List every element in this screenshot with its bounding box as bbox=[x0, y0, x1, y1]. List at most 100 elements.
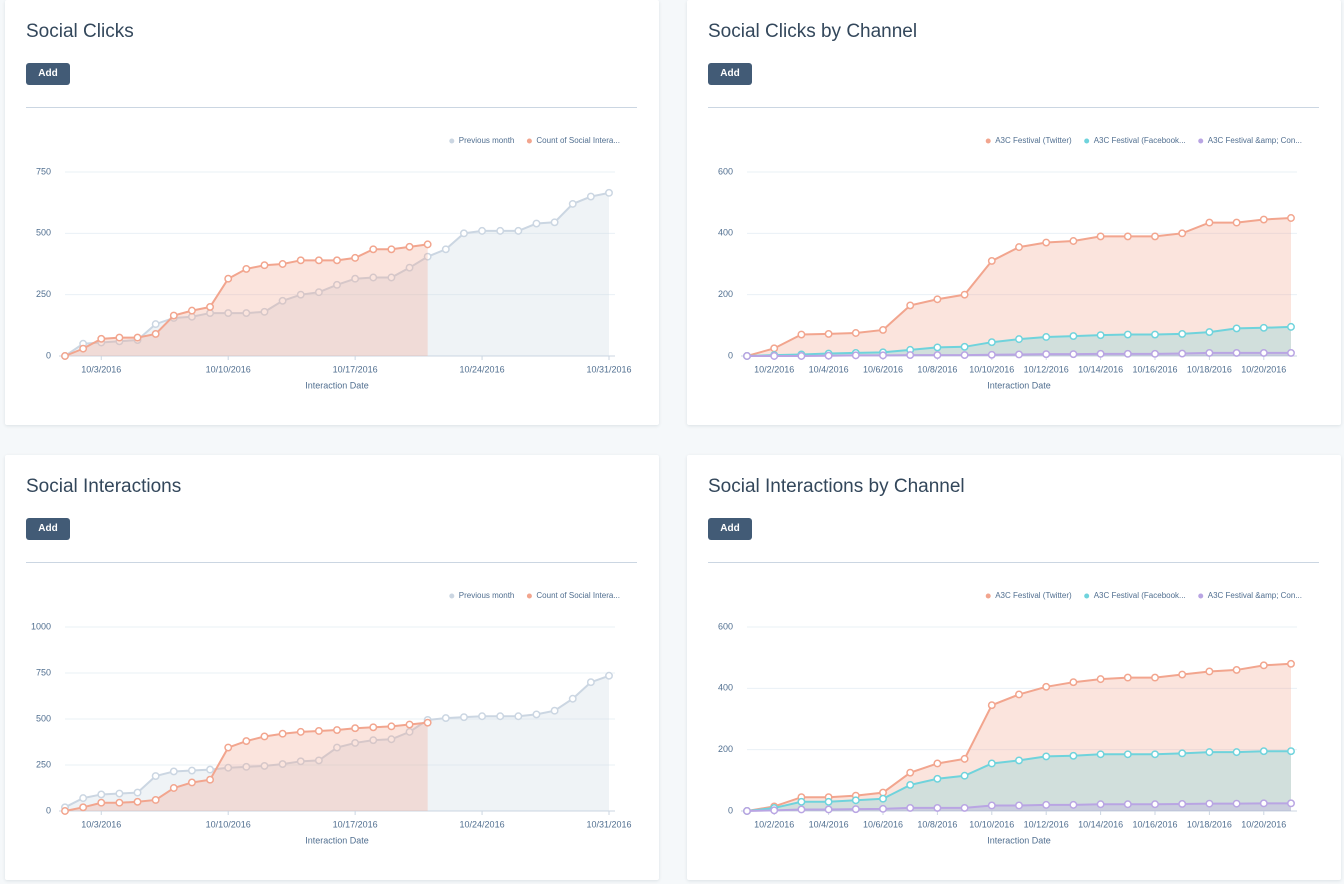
data-point bbox=[242, 762, 251, 771]
add-button[interactable]: Add bbox=[26, 63, 70, 85]
x-tick-label: 10/2/2016 bbox=[754, 819, 794, 829]
data-point bbox=[151, 772, 160, 780]
data-point bbox=[333, 726, 341, 734]
data-point bbox=[79, 794, 88, 803]
data-point bbox=[987, 701, 996, 710]
data-point bbox=[1151, 673, 1159, 682]
data-point bbox=[824, 797, 833, 806]
card-title: Social Interactions by Channel bbox=[708, 476, 965, 497]
series-area bbox=[747, 751, 1291, 811]
data-point bbox=[387, 735, 396, 744]
data-point bbox=[1123, 750, 1132, 759]
data-point bbox=[1178, 749, 1187, 758]
y-tick-label: 750 bbox=[36, 667, 51, 677]
data-point bbox=[224, 309, 233, 318]
y-tick-label: 750 bbox=[36, 166, 51, 176]
data-point bbox=[423, 252, 432, 261]
data-point bbox=[351, 738, 360, 747]
y-tick-label: 0 bbox=[46, 350, 51, 360]
data-point bbox=[496, 712, 505, 721]
data-point bbox=[351, 724, 360, 733]
data-point bbox=[1069, 800, 1078, 809]
data-point bbox=[960, 771, 969, 780]
data-point bbox=[933, 351, 942, 360]
x-tick-label: 10/14/2016 bbox=[1078, 364, 1123, 374]
legend-swatch bbox=[985, 138, 991, 144]
data-point bbox=[369, 736, 378, 745]
data-point bbox=[1015, 350, 1023, 359]
data-point bbox=[496, 226, 505, 235]
data-point bbox=[351, 253, 360, 262]
data-point bbox=[1287, 322, 1295, 331]
data-point bbox=[586, 192, 595, 201]
data-point bbox=[1069, 237, 1078, 245]
card-title: Social Interactions bbox=[26, 476, 182, 497]
legend-swatch bbox=[985, 593, 991, 599]
data-point bbox=[1123, 673, 1132, 682]
data-point bbox=[296, 727, 305, 736]
data-point bbox=[1096, 750, 1105, 759]
data-point bbox=[1042, 682, 1051, 691]
legend-swatch bbox=[1084, 593, 1090, 599]
data-point bbox=[933, 759, 942, 768]
data-point bbox=[224, 763, 233, 772]
data-point bbox=[987, 801, 996, 810]
data-point bbox=[1259, 323, 1268, 332]
data-point bbox=[423, 240, 432, 249]
data-point bbox=[987, 350, 996, 359]
legend-swatch bbox=[449, 593, 455, 599]
data-point bbox=[960, 290, 969, 299]
add-button[interactable]: Add bbox=[708, 518, 752, 540]
data-point bbox=[133, 333, 142, 342]
data-point bbox=[1096, 331, 1105, 340]
data-point bbox=[987, 256, 996, 265]
data-point bbox=[369, 723, 378, 732]
chart-card: Social Clicks Add 0 250 500 750 10/3/2016 10/… bbox=[5, 0, 659, 425]
data-point bbox=[1096, 675, 1105, 684]
data-point bbox=[314, 288, 323, 297]
data-point bbox=[115, 798, 124, 807]
y-tick-label: 1000 bbox=[31, 621, 51, 631]
data-point bbox=[1042, 752, 1051, 761]
data-point bbox=[1015, 335, 1023, 344]
data-point bbox=[115, 789, 124, 798]
x-tick-label: 10/4/2016 bbox=[809, 819, 849, 829]
data-point bbox=[478, 226, 487, 235]
legend-swatch bbox=[526, 593, 532, 599]
data-point bbox=[423, 718, 432, 727]
data-point bbox=[743, 352, 751, 360]
data-point bbox=[314, 727, 323, 735]
add-button[interactable]: Add bbox=[26, 518, 70, 540]
y-tick-label: 0 bbox=[728, 805, 733, 815]
data-point bbox=[1123, 349, 1132, 358]
x-tick-label: 10/17/2016 bbox=[333, 819, 378, 829]
separator bbox=[26, 107, 637, 108]
x-tick-label: 10/17/2016 bbox=[333, 364, 378, 374]
data-point bbox=[532, 219, 541, 228]
data-point bbox=[333, 256, 341, 265]
data-point bbox=[1205, 748, 1214, 757]
data-point bbox=[1151, 232, 1159, 241]
data-point bbox=[278, 296, 287, 305]
add-button[interactable]: Add bbox=[708, 63, 752, 85]
data-point bbox=[1015, 690, 1023, 699]
data-point bbox=[1232, 799, 1241, 808]
data-point bbox=[1042, 333, 1051, 341]
data-point bbox=[933, 295, 942, 304]
data-point bbox=[1232, 218, 1241, 227]
data-point bbox=[770, 344, 779, 353]
data-point bbox=[770, 352, 779, 360]
data-point bbox=[405, 727, 414, 736]
data-point bbox=[333, 743, 341, 752]
x-tick-label: 10/4/2016 bbox=[809, 364, 849, 374]
data-point bbox=[1259, 661, 1268, 670]
data-point bbox=[1096, 800, 1105, 809]
data-point bbox=[1232, 665, 1241, 674]
data-point bbox=[387, 245, 396, 254]
card-title: Social Clicks by Channel bbox=[708, 21, 918, 42]
x-tick-label: 10/20/2016 bbox=[1241, 819, 1286, 829]
x-tick-label: 10/3/2016 bbox=[81, 819, 121, 829]
legend-label: A3C Festival (Twitter) bbox=[995, 591, 1072, 600]
y-tick-label: 500 bbox=[36, 713, 51, 723]
